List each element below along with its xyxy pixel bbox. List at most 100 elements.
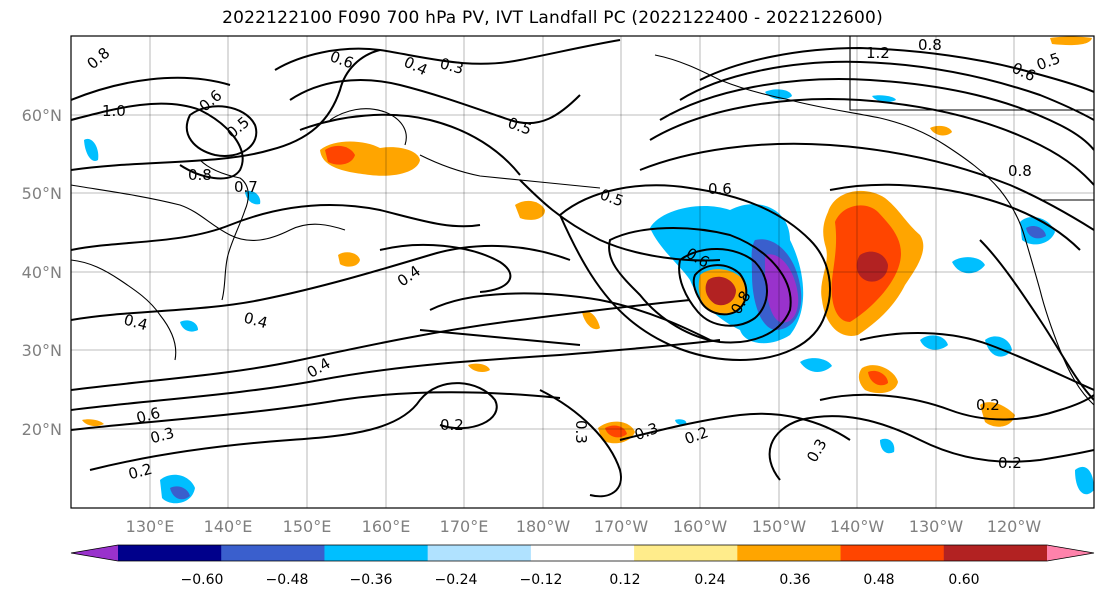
- lat-tick-label: 60°N: [22, 106, 62, 125]
- contour-label: 0.3: [438, 54, 466, 78]
- pv-contour-line: [678, 248, 768, 327]
- pv-contour-line: [649, 98, 1094, 186]
- contour-label: 0.8: [1008, 162, 1032, 180]
- alaska-border: [849, 36, 1094, 111]
- small-negative-blob: [1075, 466, 1094, 495]
- contour-label: 1.0: [102, 102, 126, 120]
- colorbar-extend-min: [71, 545, 118, 561]
- pv-contour-line: [659, 78, 1094, 151]
- pv-contour-line: [299, 113, 521, 176]
- pv-contour-line: [819, 393, 1094, 421]
- colorbar-tick-labels: −0.60 −0.48 −0.36 −0.24 −0.12 0.12 0.24 …: [181, 572, 980, 588]
- coastline: [419, 154, 601, 189]
- small-positive-blob: [1050, 36, 1092, 46]
- ivt-shading: [82, 36, 1094, 504]
- lat-tick-label: 50°N: [22, 184, 62, 203]
- contour-label: 0.2: [440, 416, 464, 434]
- pv-contour-line: [289, 79, 581, 125]
- colorbar-tick-label: 0.60: [948, 572, 979, 588]
- pv-contour-line: [71, 299, 691, 391]
- contour-label: 0.2: [976, 396, 1000, 414]
- pv-contour-line: [679, 60, 1094, 121]
- lon-tick-label: 170°E: [440, 517, 489, 536]
- coastline: [329, 108, 407, 146]
- lat-axis: 60°N 50°N 40°N 30°N 20°N: [22, 106, 62, 439]
- contour-label: 0.8: [188, 166, 212, 184]
- small-positive-blob: [338, 252, 360, 267]
- coastline: [199, 159, 249, 301]
- pv-contour-line: [829, 183, 1081, 251]
- pv-contour-line: [558, 184, 831, 362]
- lon-tick-label: 170°W: [594, 517, 649, 536]
- pv-contour-line: [859, 332, 1094, 391]
- colorbar-extend-max: [1047, 545, 1094, 561]
- kamchatka-positive-core: [325, 145, 355, 165]
- lat-tick-label: 20°N: [22, 420, 62, 439]
- lon-tick-label: 120°W: [987, 517, 1042, 536]
- colorbar-tick-label: −0.60: [181, 572, 224, 588]
- colorbar-swatch: [634, 545, 738, 561]
- pv-contour-line: [71, 49, 381, 171]
- contour-label: 1.2: [866, 44, 890, 62]
- pv-contour-line: [429, 292, 711, 341]
- lon-tick-label: 140°E: [204, 517, 253, 536]
- contour-label: 0.6: [134, 404, 162, 428]
- small-negative-blob: [872, 95, 896, 103]
- pv-contour-line: [71, 76, 231, 101]
- coastline: [1024, 237, 1094, 406]
- colorbar-tick-label: −0.48: [266, 572, 309, 588]
- colorbar-swatch: [118, 545, 222, 561]
- contour-label: 0.7: [234, 178, 258, 196]
- small-negative-blob: [180, 320, 198, 332]
- colorbar-tick-label: −0.12: [520, 572, 563, 588]
- colorbar: −0.60 −0.48 −0.36 −0.24 −0.12 0.12 0.24 …: [70, 544, 1095, 588]
- small-positive-blob: [515, 200, 545, 220]
- lat-tick-label: 40°N: [22, 263, 62, 282]
- pv-contour-line: [768, 415, 1094, 481]
- colorbar-swatch: [324, 545, 429, 561]
- small-negative-core: [1026, 225, 1046, 239]
- lon-tick-label: 150°W: [752, 517, 807, 536]
- map-title: 2022122100 F090 700 hPa PV, IVT Landfall…: [222, 8, 883, 28]
- small-negative-blob: [880, 438, 895, 454]
- pv-contour-line: [71, 102, 244, 180]
- colorbar-tick-label: 0.48: [863, 572, 894, 588]
- lat-tick-label: 30°N: [22, 341, 62, 360]
- small-negative-core: [170, 486, 190, 500]
- pv-contour-line: [379, 243, 512, 293]
- contour-label: 0.6: [708, 180, 732, 198]
- contour-label: 0.8: [918, 36, 942, 54]
- gridlines: [71, 36, 1094, 508]
- small-negative-blob: [800, 358, 832, 372]
- pv-contour-line: [639, 142, 1094, 231]
- lon-tick-label: 140°W: [830, 517, 885, 536]
- lon-tick-label: 130°E: [126, 517, 175, 536]
- small-positive-core: [868, 370, 888, 386]
- pv-contour-line: [539, 389, 622, 498]
- map-plot-area: [71, 36, 1094, 508]
- contour-label: 0.3: [572, 420, 590, 444]
- small-negative-blob: [952, 257, 985, 274]
- small-positive-blob: [980, 402, 1015, 427]
- colorbar-swatch: [840, 545, 945, 561]
- pv-contour-line: [619, 412, 851, 441]
- lon-tick-label: 130°W: [909, 517, 964, 536]
- pv-contour-line: [419, 329, 581, 346]
- pv-contour-line: [185, 105, 258, 157]
- small-negative-blob: [920, 335, 948, 350]
- pv-contour-line: [699, 46, 1094, 93]
- pv-contours: [71, 39, 1094, 498]
- small-positive-blob: [82, 419, 104, 427]
- colorbar-swatches: [70, 544, 1095, 562]
- colorbar-tick-label: 0.36: [779, 572, 810, 588]
- small-positive-blob: [468, 363, 490, 373]
- colorbar-swatch: [943, 545, 1048, 561]
- small-positive-core: [605, 425, 627, 438]
- contour-label: 0.2: [998, 454, 1022, 472]
- small-negative-blob: [84, 138, 99, 161]
- coastline: [654, 54, 1026, 239]
- small-negative-blob: [765, 89, 792, 100]
- small-positive-blob: [582, 311, 600, 330]
- colorbar-swatch: [530, 545, 635, 561]
- positive-anomaly-peak: [856, 251, 888, 282]
